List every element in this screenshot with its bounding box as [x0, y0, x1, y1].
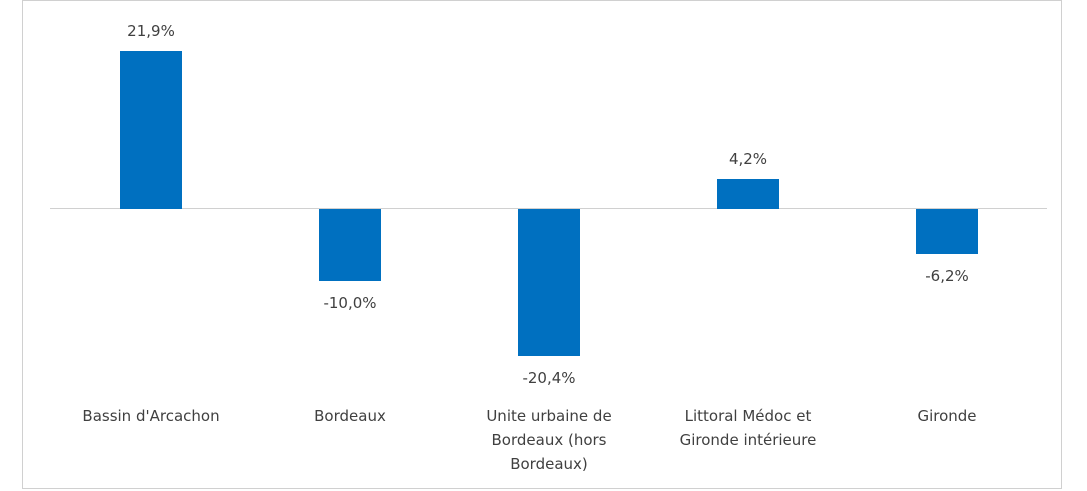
- bar: [120, 51, 182, 209]
- category-label: Unite urbaine de Bordeaux (hors Bordeaux…: [486, 407, 612, 473]
- category-label: Bordeaux: [314, 407, 386, 425]
- chart-frame: [22, 0, 1062, 489]
- bar: [319, 209, 381, 281]
- zero-line: [50, 208, 1047, 209]
- value-label: -6,2%: [925, 266, 969, 285]
- category-label: Bassin d'Arcachon: [82, 407, 220, 425]
- bar: [916, 209, 978, 254]
- bar: [717, 178, 779, 209]
- bar: [518, 209, 580, 356]
- category-label: Gironde: [917, 407, 977, 425]
- value-label: 4,2%: [728, 149, 768, 168]
- value-label: 21,9%: [127, 22, 175, 41]
- value-label: -10,0%: [323, 294, 377, 312]
- category-label: Littoral Médoc et Gironde intérieure: [679, 407, 817, 449]
- value-label: -20,4%: [522, 368, 576, 387]
